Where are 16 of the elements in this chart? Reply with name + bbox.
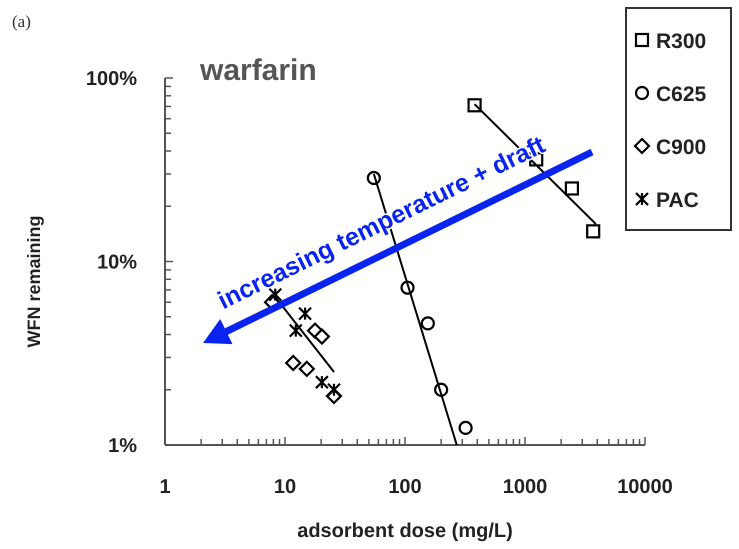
legend-label: C900	[656, 136, 706, 159]
x-tick-label: 10	[274, 476, 296, 498]
y-tick-label: 10%	[96, 252, 138, 274]
x-tick-label: 1	[159, 476, 171, 498]
legend-label: R300	[656, 30, 706, 53]
x-tick-label: 1000	[502, 476, 548, 498]
x-tick-label: 100	[388, 476, 422, 498]
legend-label: C625	[656, 83, 707, 106]
text: (a)	[12, 12, 31, 31]
legend-label: PAC	[656, 189, 699, 212]
y-tick-label: 1%	[108, 435, 138, 457]
chart-title: warfarin	[199, 54, 317, 87]
x-tick-label: 10000	[617, 476, 673, 498]
y-axis-title: WFN remaining	[24, 215, 44, 348]
y-tick-label: 100%	[86, 68, 138, 90]
x-axis-title: adsorbent dose (mg/L)	[297, 520, 513, 542]
